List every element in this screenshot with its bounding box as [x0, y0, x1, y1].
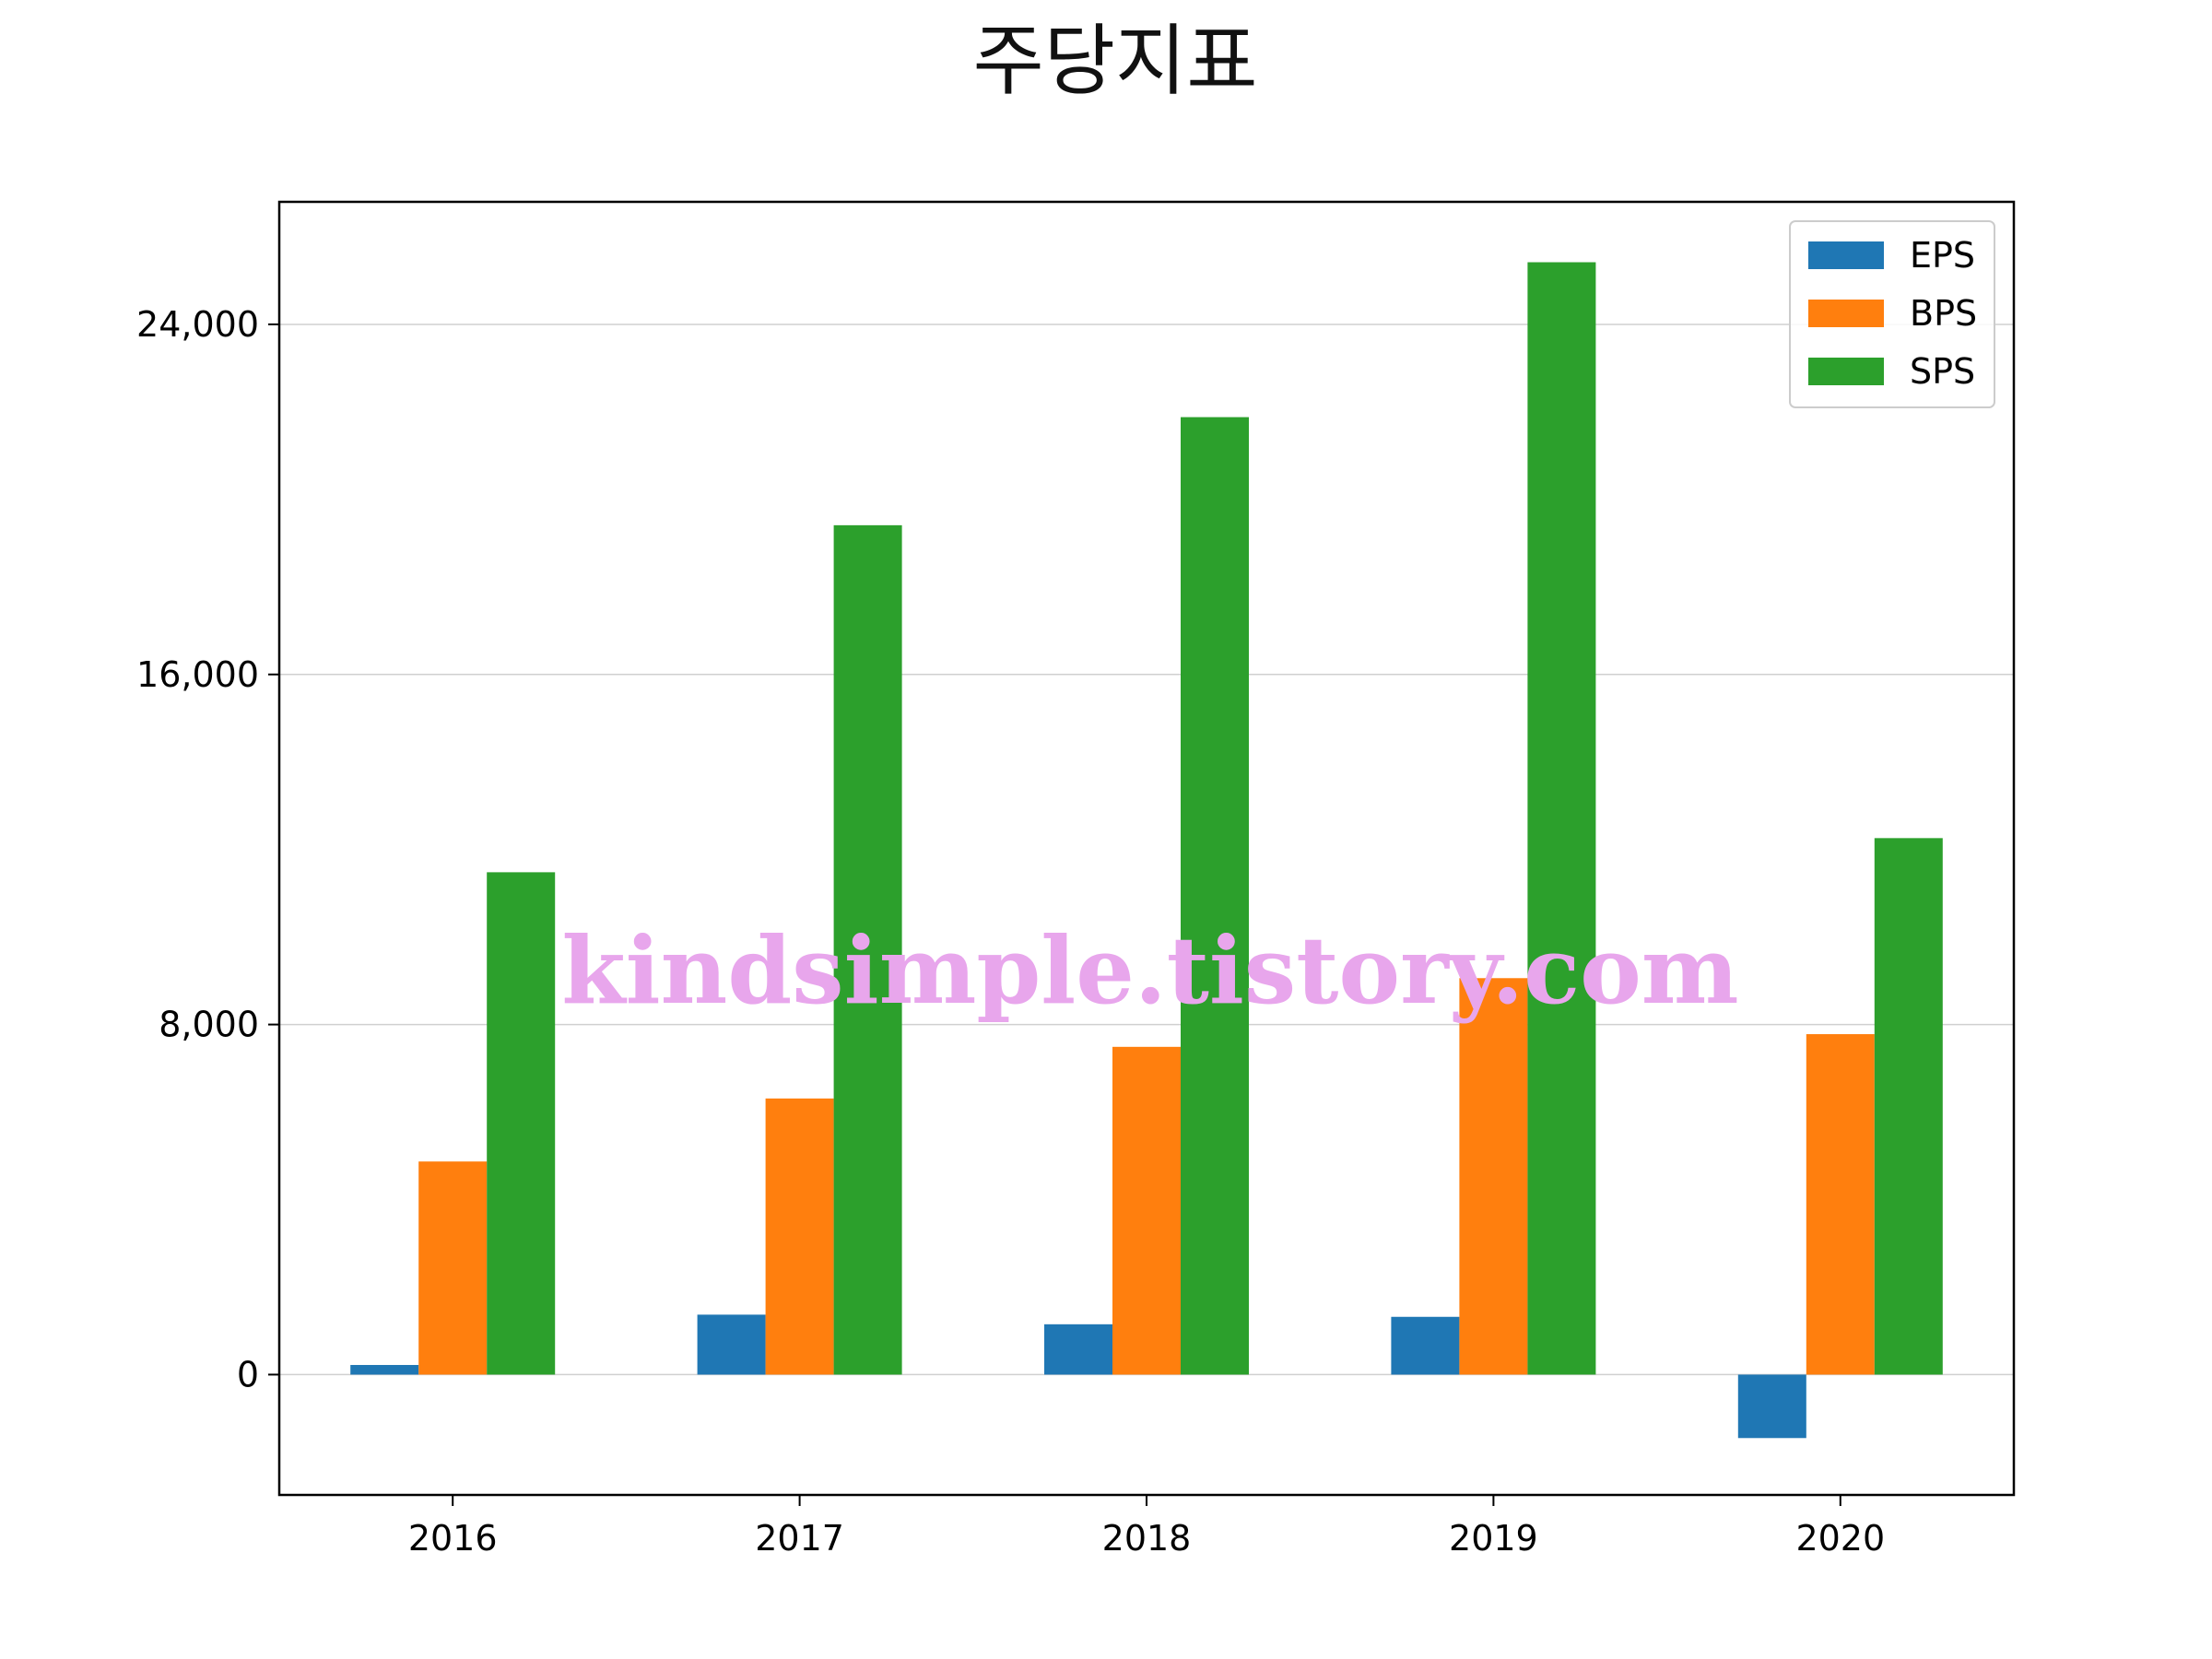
legend-swatch-sps: [1808, 358, 1884, 385]
legend-label-sps: SPS: [1910, 351, 1975, 392]
bar-sps-2019: [1527, 262, 1596, 1375]
bar-bps-2019: [1459, 978, 1528, 1375]
bar-eps-2017: [697, 1314, 766, 1375]
x-tick-label: 2020: [1795, 1518, 1885, 1559]
legend: EPS BPS SPS: [1789, 220, 1995, 408]
legend-swatch-bps: [1808, 300, 1884, 327]
y-tick-label: 8,000: [159, 1005, 259, 1045]
bar-bps-2020: [1806, 1034, 1875, 1375]
y-tick-label: 0: [237, 1354, 259, 1394]
y-axis: 0 8,000 16,000 24,000: [136, 304, 279, 1394]
legend-swatch-eps: [1808, 241, 1884, 269]
x-tick-label: 2016: [408, 1518, 498, 1559]
y-tick-label: 16,000: [136, 654, 259, 695]
x-axis: 2016 2017 2018 2019 2020: [408, 1495, 1885, 1559]
chart-title: 주당지표: [972, 16, 1257, 106]
legend-label-bps: BPS: [1910, 293, 1977, 334]
bar-sps-2018: [1181, 417, 1249, 1375]
bars: [350, 262, 1943, 1439]
bar-eps-2016: [350, 1364, 419, 1375]
x-tick-label: 2019: [1449, 1518, 1538, 1559]
bar-eps-2020: [1737, 1374, 1806, 1439]
bar-bps-2018: [1112, 1046, 1181, 1375]
bar-sps-2020: [1874, 838, 1943, 1375]
legend-label-eps: EPS: [1910, 235, 1975, 276]
watermark: kindsimple.tistory.com: [561, 916, 1738, 1025]
y-tick-label: 24,000: [136, 304, 259, 345]
bar-bps-2016: [418, 1161, 488, 1375]
bar-sps-2017: [833, 524, 902, 1375]
bar-sps-2016: [487, 872, 556, 1375]
bar-bps-2017: [765, 1098, 834, 1375]
bar-eps-2018: [1044, 1324, 1112, 1375]
x-tick-label: 2018: [1102, 1518, 1192, 1559]
bar-eps-2019: [1391, 1316, 1460, 1375]
x-tick-label: 2017: [755, 1518, 844, 1559]
